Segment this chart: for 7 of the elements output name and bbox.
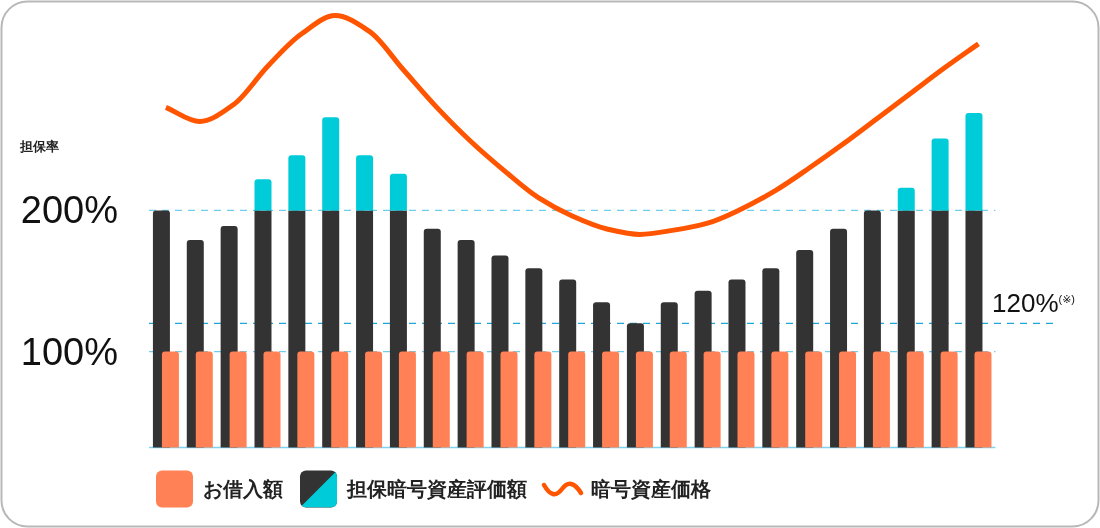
ref-label: 120%$^{(※)}$ xyxy=(992,287,1075,318)
legend-label: 暗号資産価格 xyxy=(591,478,711,500)
y-tick: 200% xyxy=(20,189,118,232)
y-label: 担保率 xyxy=(20,139,59,154)
y-tick: 100% xyxy=(20,330,118,373)
legend-label: お借入額 xyxy=(203,478,283,500)
legend-label: 担保暗号資産評価額 xyxy=(347,478,527,500)
